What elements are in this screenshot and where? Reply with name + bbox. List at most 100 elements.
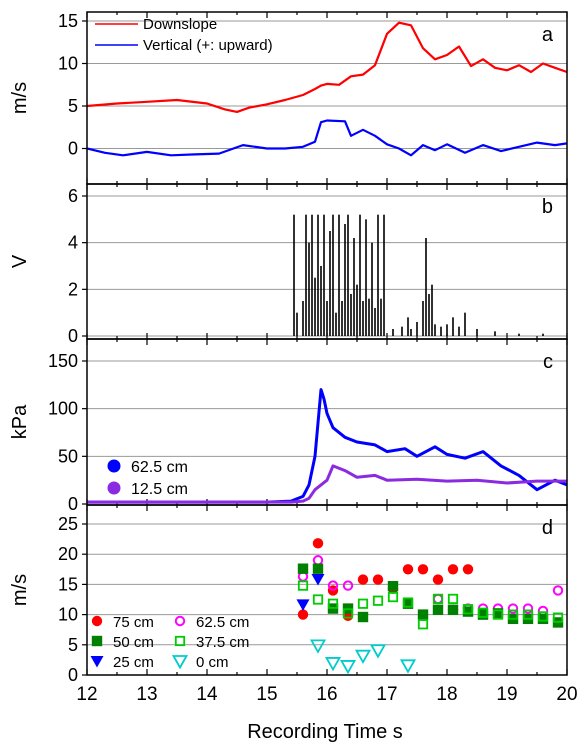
bar xyxy=(344,224,346,336)
legend-swatch xyxy=(90,656,104,668)
data-point xyxy=(537,611,549,622)
legend-label: 12.5 cm xyxy=(131,481,188,498)
bar xyxy=(440,326,442,336)
legend-label: Downslope xyxy=(143,16,217,33)
bar xyxy=(458,326,460,336)
panel-frame xyxy=(86,504,568,676)
data-point xyxy=(387,591,399,603)
legend-swatch xyxy=(107,481,121,495)
bar xyxy=(434,324,436,336)
x-tick-label: 20 xyxy=(556,684,577,705)
data-point xyxy=(312,563,324,574)
data-point xyxy=(309,639,327,654)
bar xyxy=(365,219,367,336)
bar xyxy=(362,301,364,336)
bar xyxy=(350,294,352,336)
bar xyxy=(338,214,340,336)
data-point xyxy=(387,581,399,592)
bar xyxy=(305,214,307,336)
x-tick-label: 13 xyxy=(136,684,157,705)
bar xyxy=(341,301,343,336)
y-tick-label: 100 xyxy=(48,399,78,419)
data-point xyxy=(297,580,309,591)
bar xyxy=(308,242,310,336)
data-point xyxy=(372,574,384,585)
bar xyxy=(452,317,454,336)
panel-c: 0 50 100 150 c kPa 62.5 cm 12.5 cm xyxy=(9,338,568,514)
data-point xyxy=(432,593,444,605)
data-point xyxy=(324,657,342,672)
legend-label: 75 cm xyxy=(113,614,154,631)
y-tick-label: 150 xyxy=(48,351,78,371)
data-point xyxy=(477,607,489,618)
bar xyxy=(359,214,361,336)
bar xyxy=(314,277,316,336)
data-point xyxy=(339,660,357,675)
y-tick-label: 0 xyxy=(68,665,78,685)
legend-label: Vertical (+: upward) xyxy=(143,37,273,54)
data-point xyxy=(432,593,444,604)
y-tick-label: 2 xyxy=(68,279,78,299)
y-tick-label: 10 xyxy=(58,605,78,625)
data-point xyxy=(357,574,369,585)
y-axis-label: V xyxy=(9,254,31,268)
y-axis-label: kPa xyxy=(9,404,31,439)
bar xyxy=(416,322,418,336)
y-tick-label: 10 xyxy=(58,54,78,74)
data-point xyxy=(552,585,564,596)
bar xyxy=(368,298,370,336)
panel-letter: d xyxy=(542,517,553,539)
x-tick-label: 14 xyxy=(196,684,218,705)
legend-label: 62.5 cm xyxy=(196,614,249,631)
data-point xyxy=(354,649,372,665)
data-point xyxy=(297,563,309,574)
data-point xyxy=(357,611,369,623)
panel-b: 0 2 4 6 b V xyxy=(9,183,568,346)
bar xyxy=(332,214,334,336)
y-tick-label: 20 xyxy=(58,544,78,564)
data-point xyxy=(399,659,417,674)
legend-label: 50 cm xyxy=(113,634,154,651)
y-axis-label: m/s xyxy=(9,574,31,606)
panel-a: 0 5 10 15 a m/s Downslope Vertical (+: upward) xyxy=(9,11,568,185)
data-point xyxy=(296,599,310,611)
x-tick-label: 17 xyxy=(376,684,397,705)
y-tick-label: 0 xyxy=(68,139,78,159)
x-tick-labels: 12 13 14 15 16 17 18 19 20 xyxy=(76,684,577,705)
x-tick-label: 19 xyxy=(496,684,517,705)
y-tick-label: 0 xyxy=(68,326,78,346)
data-point xyxy=(417,619,429,630)
data-point xyxy=(357,598,369,609)
bar xyxy=(476,329,478,336)
y-tick-label: 0 xyxy=(68,494,78,514)
bar xyxy=(518,333,520,336)
data-point xyxy=(369,644,387,659)
data-point xyxy=(507,603,519,614)
bar xyxy=(302,301,304,336)
data-point xyxy=(447,564,459,575)
data-point xyxy=(327,580,339,591)
data-point xyxy=(312,538,324,549)
bar xyxy=(494,331,496,336)
data-point xyxy=(492,609,504,620)
x-tick-label: 12 xyxy=(76,684,97,705)
data-point xyxy=(447,604,459,615)
bar xyxy=(383,214,385,336)
bar xyxy=(407,317,409,336)
data-point xyxy=(312,594,324,605)
x-axis-label: Recording Time s xyxy=(247,721,403,743)
x-tick-label: 16 xyxy=(316,684,337,705)
bar xyxy=(356,284,358,336)
bar xyxy=(293,214,295,336)
panel-d: 0 5 10 15 20 25 d m/s 75 cm 62.5 cm 50 cm 37.5 cm 25… xyxy=(9,504,568,685)
data-area xyxy=(293,214,544,336)
series-line-2 xyxy=(87,464,567,504)
bar xyxy=(323,214,325,336)
y-tick-label: 25 xyxy=(58,514,78,534)
data-point xyxy=(342,608,354,619)
data-point xyxy=(432,604,444,615)
y-tick-label: 15 xyxy=(58,574,78,594)
series-line-1 xyxy=(87,21,567,114)
bar xyxy=(371,242,373,336)
